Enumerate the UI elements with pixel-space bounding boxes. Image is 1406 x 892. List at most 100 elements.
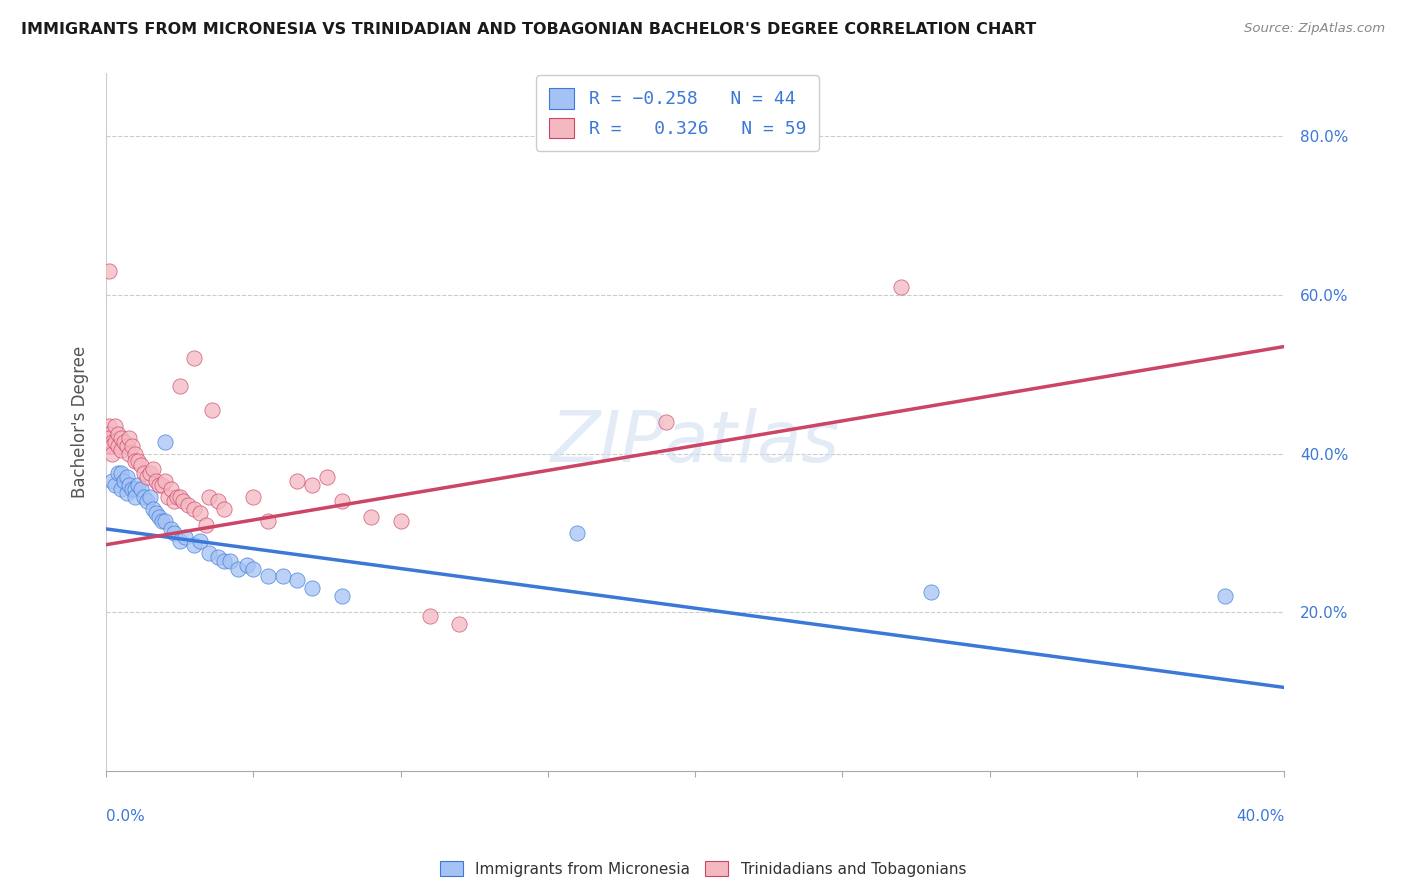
Point: [172, 494, 194, 508]
Text: 40.0%: 40.0%: [1236, 809, 1284, 824]
Point: [177, 498, 200, 512]
Legend: R = −0.258   N = 44, R =   0.326   N = 59: R = −0.258 N = 44, R = 0.326 N = 59: [536, 75, 818, 151]
Point: [145, 475, 167, 489]
Point: [156, 490, 179, 504]
Point: [198, 546, 221, 560]
Point: [153, 475, 176, 489]
Point: [127, 478, 149, 492]
Point: [110, 431, 132, 445]
Legend: Immigrants from Micronesia, Trinidadians and Tobagonians: Immigrants from Micronesia, Trinidadians…: [432, 853, 974, 884]
Point: [212, 502, 235, 516]
Point: [1215, 589, 1237, 603]
Point: [188, 506, 211, 520]
Text: ZIPatlas: ZIPatlas: [551, 409, 839, 477]
Point: [163, 525, 186, 540]
Point: [449, 617, 471, 632]
Point: [118, 478, 141, 492]
Point: [124, 446, 146, 460]
Point: [153, 434, 176, 449]
Point: [212, 553, 235, 567]
Point: [107, 426, 129, 441]
Point: [195, 517, 218, 532]
Point: [115, 486, 138, 500]
Point: [890, 280, 912, 294]
Point: [330, 494, 353, 508]
Point: [301, 478, 323, 492]
Point: [97, 264, 120, 278]
Point: [112, 475, 135, 489]
Point: [136, 470, 159, 484]
Point: [101, 446, 124, 460]
Point: [121, 439, 143, 453]
Point: [118, 446, 141, 460]
Y-axis label: Bachelor's Degree: Bachelor's Degree: [72, 346, 89, 498]
Point: [163, 494, 186, 508]
Point: [104, 434, 127, 449]
Point: [169, 379, 191, 393]
Point: [183, 502, 205, 516]
Point: [124, 490, 146, 504]
Point: [169, 533, 191, 548]
Point: [360, 510, 382, 524]
Point: [920, 585, 942, 599]
Point: [242, 490, 264, 504]
Point: [97, 426, 120, 441]
Point: [101, 439, 124, 453]
Point: [134, 467, 156, 481]
Point: [104, 478, 127, 492]
Point: [271, 569, 294, 583]
Point: [139, 490, 162, 504]
Point: [110, 482, 132, 496]
Point: [97, 431, 120, 445]
Point: [207, 549, 229, 564]
Point: [145, 506, 167, 520]
Point: [127, 454, 149, 468]
Point: [242, 561, 264, 575]
Point: [124, 482, 146, 496]
Point: [112, 434, 135, 449]
Point: [257, 569, 280, 583]
Point: [330, 589, 353, 603]
Point: [139, 467, 162, 481]
Point: [236, 558, 259, 572]
Point: [101, 475, 124, 489]
Point: [159, 522, 181, 536]
Point: [419, 609, 441, 624]
Point: [124, 454, 146, 468]
Point: [201, 403, 224, 417]
Point: [257, 514, 280, 528]
Point: [115, 470, 138, 484]
Point: [110, 442, 132, 457]
Point: [101, 434, 124, 449]
Point: [169, 490, 191, 504]
Point: [183, 351, 205, 366]
Point: [287, 475, 309, 489]
Point: [97, 418, 120, 433]
Point: [159, 482, 181, 496]
Point: [287, 574, 309, 588]
Point: [97, 439, 120, 453]
Point: [136, 494, 159, 508]
Point: [107, 467, 129, 481]
Point: [129, 458, 152, 473]
Point: [134, 490, 156, 504]
Point: [174, 530, 197, 544]
Point: [315, 470, 337, 484]
Point: [148, 478, 170, 492]
Point: [228, 561, 250, 575]
Point: [107, 439, 129, 453]
Point: [654, 415, 676, 429]
Point: [166, 490, 188, 504]
Point: [567, 525, 589, 540]
Point: [198, 490, 221, 504]
Point: [121, 482, 143, 496]
Point: [218, 553, 240, 567]
Point: [183, 538, 205, 552]
Point: [153, 514, 176, 528]
Point: [110, 467, 132, 481]
Point: [115, 439, 138, 453]
Point: [150, 478, 173, 492]
Point: [142, 502, 165, 516]
Point: [389, 514, 412, 528]
Point: [148, 510, 170, 524]
